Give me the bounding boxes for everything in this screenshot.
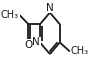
Text: N: N bbox=[32, 37, 40, 47]
Text: CH₃: CH₃ bbox=[70, 47, 89, 56]
Text: N: N bbox=[46, 3, 54, 13]
Text: O: O bbox=[24, 40, 33, 50]
Text: CH₃: CH₃ bbox=[1, 10, 19, 20]
